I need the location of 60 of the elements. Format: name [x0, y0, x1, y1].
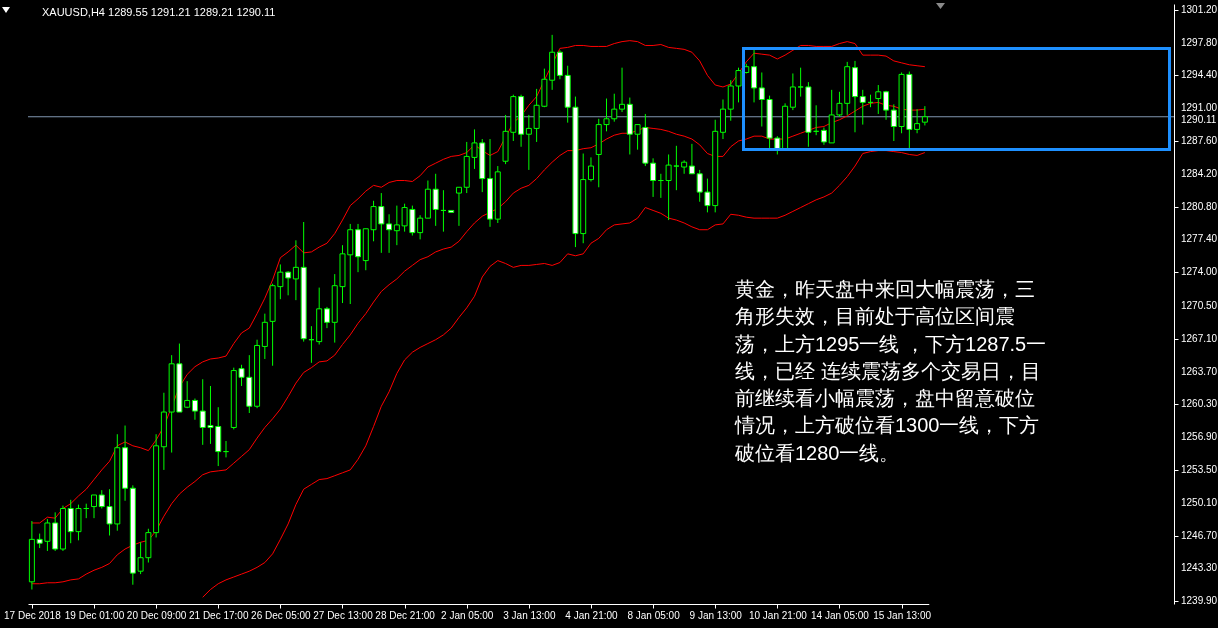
candlestick [386, 213, 393, 254]
candlestick [789, 72, 796, 111]
x-tick-label: 17 Dec 2018 [4, 609, 62, 621]
y-tick-label: 1294.40 [1181, 69, 1218, 81]
candlestick [91, 494, 97, 519]
y-tick-label: 1291.00 [1181, 102, 1218, 114]
y-tick-label: 1297.80 [1181, 36, 1218, 48]
y-tick-label: 1243.30 [1181, 562, 1218, 574]
candlestick [556, 49, 563, 80]
x-tick-label: 3 Jan 13:00 [503, 609, 556, 621]
x-tick-label: 21 Dec 17:00 [189, 609, 249, 621]
y-tick-label: 1274.00 [1181, 266, 1218, 278]
candlestick [797, 67, 804, 98]
y-tick-label: 1239.90 [1181, 595, 1218, 607]
x-tick-label: 28 Dec 21:00 [375, 609, 436, 621]
candlestick [673, 145, 680, 191]
candlestick [914, 108, 921, 134]
candlestick [719, 99, 726, 140]
y-tick-label: 1246.70 [1181, 529, 1218, 541]
y-tick-label: 1250.10 [1181, 496, 1218, 508]
x-tick-label: 10 Jan 21:00 [748, 609, 808, 621]
y-tick-label: 1277.40 [1181, 233, 1218, 245]
y-tick-label: 1280.80 [1181, 200, 1218, 212]
x-tick-label: 19 Dec 01:00 [64, 609, 125, 621]
annotation: 黄金，昨天盘中来回大幅震荡，三角形失效，目前处于高位区间震荡，上方1295一线 ，下方1287.5一线，已经 连续震荡多个交易日，目前继续看小幅震荡，盘中留意破位情况，上方破位看1300一线，下方破位看1280一线。 [735, 277, 1048, 466]
candlestick [875, 84, 882, 115]
candlestick [587, 156, 594, 182]
candlestick [191, 398, 198, 421]
candlestick [432, 173, 439, 227]
y-tick-label: 1253.50 [1181, 463, 1218, 475]
x-tick-label: 4 Jan 21:00 [565, 609, 619, 621]
candlestick [859, 89, 866, 126]
x-tick-label: 27 Dec 13:00 [313, 609, 374, 621]
y-tick-label: 1284.20 [1181, 167, 1218, 179]
y-tick-label: 1260.30 [1181, 398, 1218, 410]
candlestick [323, 306, 330, 329]
y-tick-label: 1263.70 [1181, 365, 1218, 377]
y-tick-label: 1301.20 [1181, 3, 1218, 15]
y-tick-label: 1287.60 [1181, 134, 1218, 146]
candlestick [619, 67, 626, 113]
x-tick-label: 9 Jan 13:00 [689, 609, 743, 621]
candlestick [921, 105, 928, 126]
candlestick [650, 157, 657, 198]
y-tick-label: 1256.90 [1181, 431, 1218, 443]
x-tick-label: 20 Dec 09:00 [126, 609, 187, 621]
candlestick [688, 143, 695, 175]
ref-line-label: 1290.11 [1181, 113, 1217, 125]
x-tick-label: 8 Jan 05:00 [627, 609, 681, 621]
candlestick [455, 186, 462, 227]
chart-title: XAUUSD,H4 1289.55 1291.21 1289.21 1290.11 [42, 6, 276, 18]
x-tick-label: 2 Jan 05:00 [441, 609, 494, 621]
x-tick-label: 26 Dec 05:00 [251, 609, 312, 621]
x-tick-label: 14 Jan 05:00 [811, 609, 870, 621]
y-tick-label: 1270.50 [1181, 299, 1218, 311]
candlestick [751, 48, 758, 103]
y-tick-label: 1267.10 [1181, 332, 1218, 344]
candlestick [665, 153, 672, 221]
x-tick-label: 15 Jan 13:00 [873, 609, 932, 621]
candlestick [883, 90, 890, 121]
candlestick [292, 239, 299, 301]
